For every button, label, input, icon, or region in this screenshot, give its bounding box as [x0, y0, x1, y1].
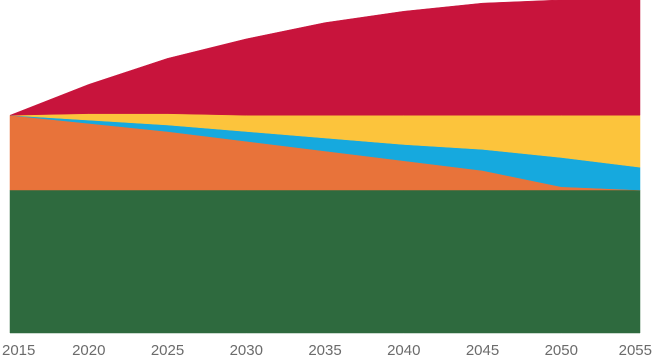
x-tick-label: 2045 — [466, 342, 499, 359]
area-series-layer — [9, 0, 641, 334]
x-tick-label: 2030 — [230, 342, 263, 359]
x-tick-label: 2025 — [151, 342, 184, 359]
x-tick-label: 2020 — [72, 342, 105, 359]
area-series-red — [9, 0, 641, 116]
x-axis-tick-labels: 2015 2020 2025 2030 2035 2040 2045 2050 2055 — [2, 342, 652, 359]
x-tick-label: 2035 — [308, 342, 341, 359]
x-tick-label: 2055 — [619, 342, 652, 359]
x-tick-label: 2015 — [2, 342, 35, 359]
x-tick-label: 2050 — [545, 342, 578, 359]
x-tick-label: 2040 — [387, 342, 420, 359]
area-series-green — [9, 189, 641, 334]
